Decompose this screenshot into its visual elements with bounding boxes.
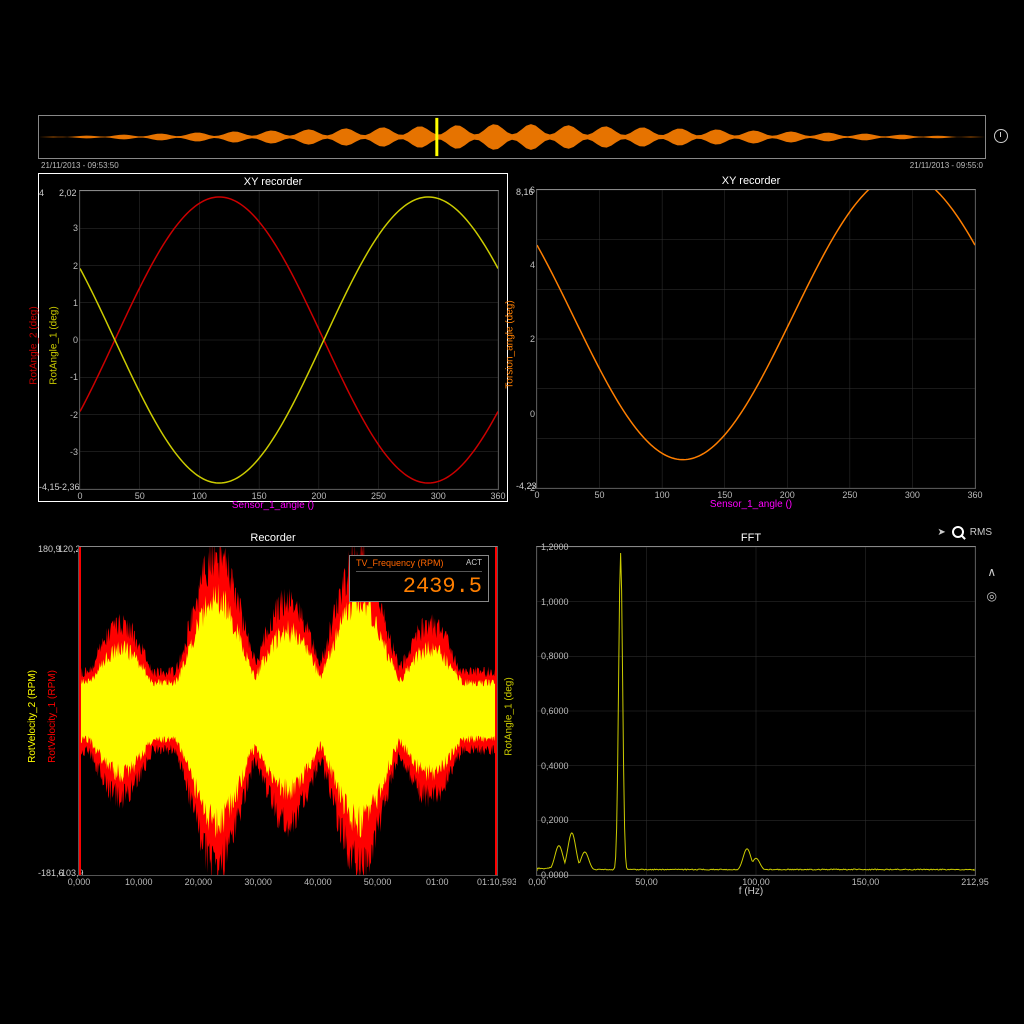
timeline-start-ts: 21/11/2013 - 09:53:50 <box>41 161 119 170</box>
plot-area-3[interactable]: TV_Frequency (RPM) ACT 2439.5 0,00010,00… <box>78 546 498 876</box>
numeric-value: 2439.5 <box>356 571 482 599</box>
plot-area-4[interactable]: 0,00000,20000,40000,60000,80001,00001,20… <box>536 546 976 876</box>
clock-icon[interactable] <box>994 129 1008 143</box>
numeric-label: TV_Frequency (RPM) <box>356 558 444 568</box>
numeric-display: TV_Frequency (RPM) ACT 2439.5 <box>349 555 489 602</box>
y-label: RotAngle_1 (deg) <box>504 677 515 755</box>
cursor-icon[interactable]: ➤ <box>937 527 945 538</box>
plot-area-2[interactable]: -20246 050100150200250300360 <box>536 189 976 489</box>
timeline-end-ts: 21/11/2013 - 09:55:0 <box>910 161 983 170</box>
xy-recorder-panel-1[interactable]: XY recorder RotAngle_2 (deg) 4 -4,15 Rot… <box>38 173 508 502</box>
timeline-svg <box>39 116 985 158</box>
xy-recorder-panel-2[interactable]: XY recorder Torsion_angle (deg) 8,16 -4,… <box>516 173 986 502</box>
x-axis-label: f (Hz) <box>516 886 986 897</box>
up-caret-icon[interactable]: ∧ <box>987 565 997 579</box>
y-axis-1-col: RotVelocity_1 (RPM) 120,2 -103,9 <box>58 546 78 876</box>
y-axis-col: RotAngle_1 (deg) <box>516 546 536 876</box>
plot-area-1[interactable]: -3-2-10123 050100150200250300360 <box>79 190 499 490</box>
timeline-overview[interactable]: 21/11/2013 - 09:53:50 21/11/2013 - 09:55… <box>38 115 986 159</box>
panel-title: XY recorder <box>39 174 507 190</box>
rms-button[interactable]: RMS <box>970 527 992 538</box>
panel-title: FFT <box>516 530 986 546</box>
y2-label: RotVelocity_2 (RPM) <box>27 670 38 763</box>
numeric-mode: ACT <box>466 558 482 567</box>
fft-side-tools: ∧ ◎ <box>987 565 997 603</box>
target-icon[interactable]: ◎ <box>987 589 997 603</box>
y2-label: RotAngle_2 (deg) <box>29 306 40 384</box>
y-label: Torsion_angle (deg) <box>505 300 516 388</box>
fft-panel[interactable]: ➤ RMS FFT RotAngle_1 (deg) 0,00000,20000… <box>516 530 986 887</box>
x-axis-label: Sensor_1_angle () <box>516 499 986 510</box>
recorder-panel[interactable]: Recorder RotVelocity_2 (RPM) 180,9 -181,… <box>38 530 508 887</box>
zoom-icon[interactable] <box>952 526 964 538</box>
y1-label: RotAngle_1 (deg) <box>49 306 60 384</box>
panel-title: XY recorder <box>516 173 986 189</box>
panel-title: Recorder <box>38 530 508 546</box>
x-axis-label: Sensor_1_angle () <box>39 500 507 511</box>
fft-toolbar: ➤ RMS <box>937 526 992 538</box>
y1-label: RotVelocity_1 (RPM) <box>47 670 58 763</box>
